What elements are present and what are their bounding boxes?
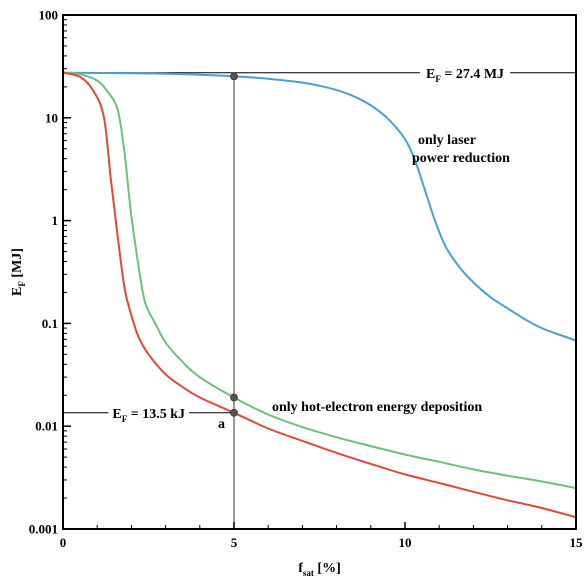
marker-1: [230, 393, 238, 402]
marker-2: [230, 408, 238, 417]
laser-annotation-line2: power reduction: [412, 151, 510, 166]
y-tick-label: 100: [39, 8, 59, 23]
y-tick-label: 0.01: [35, 419, 58, 434]
y-axis-title: EF [MJ]: [10, 248, 27, 296]
series-line-0: [62, 71, 577, 342]
x-tick-label: 5: [231, 535, 238, 550]
marker-0: [230, 72, 238, 81]
x-axis-title: fsat [%]: [298, 561, 341, 578]
series-line-1: [62, 71, 577, 490]
point-a-label: a: [218, 417, 225, 432]
hot-electron-annotation: only hot-electron energy deposition: [272, 400, 482, 415]
markers-layer: [230, 72, 238, 417]
y-tick-label: 0.001: [29, 522, 58, 537]
series-layer: [62, 71, 577, 519]
x-tick-label: 10: [399, 535, 412, 550]
top-value-label-bg: [420, 65, 511, 85]
series-line-2: [62, 71, 577, 519]
reference-lines: [63, 72, 576, 529]
x-tick-label: 0: [60, 535, 67, 550]
laser-annotation-line1: only laser: [418, 133, 476, 148]
low-value-label: EF = 13.5 kJ: [112, 407, 185, 424]
low-value-label-bg: [108, 405, 189, 425]
ticks-layer: 0 5 10 15 0.001 0.01 0.1 1 10 100: [29, 8, 583, 551]
y-tick-label: 0.1: [42, 316, 58, 331]
top-value-label: EF = 27.4 MJ: [426, 67, 504, 84]
y-tick-label: 1: [52, 213, 59, 228]
x-tick-label: 15: [570, 535, 584, 550]
y-tick-label: 10: [45, 110, 58, 125]
plot-frame: [62, 14, 577, 530]
